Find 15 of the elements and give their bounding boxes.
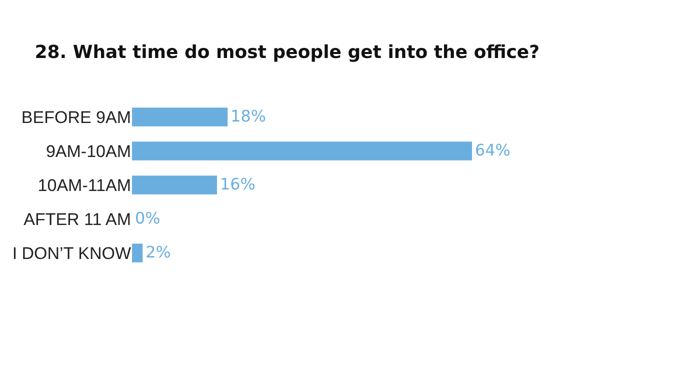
data-label: 18% <box>230 106 266 126</box>
bar <box>132 176 217 194</box>
data-label: 16% <box>220 174 256 194</box>
data-label: 0% <box>135 208 160 228</box>
bar <box>132 108 228 126</box>
y-tick-label: BEFORE 9AM <box>21 108 131 127</box>
y-tick-label: I DON’T KNOW <box>12 244 131 263</box>
data-label: 2% <box>146 242 171 262</box>
y-tick-label: 10AM-11AM <box>38 176 131 195</box>
chart-title: 28. What time do most people get into the office? <box>34 42 540 64</box>
y-tick-label: 9AM-10AM <box>46 142 131 161</box>
bar <box>132 142 472 160</box>
bar <box>132 244 143 262</box>
y-tick-label: AFTER 11 AM <box>24 210 131 229</box>
data-label: 64% <box>475 140 510 160</box>
